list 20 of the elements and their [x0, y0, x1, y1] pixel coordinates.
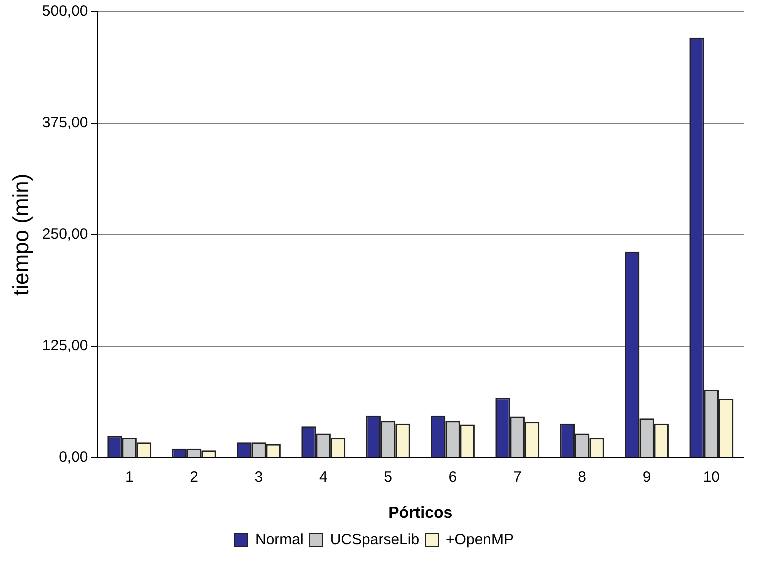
- x-tick-label: 3: [254, 468, 264, 486]
- legend-label: UCSparseLib: [330, 532, 420, 549]
- x-tick-label: 8: [578, 468, 586, 486]
- x-tick-label: 5: [384, 468, 392, 486]
- y-tick-label: 0,00: [59, 448, 88, 466]
- x-axis-title: Pórticos: [388, 504, 453, 522]
- legend-label: Normal: [256, 532, 304, 549]
- y-axis-title: tiempo (min): [8, 174, 34, 296]
- x-tick-label: 9: [642, 468, 652, 486]
- legend-label: +OpenMP: [446, 532, 514, 549]
- y-tick-label: 500,00: [42, 3, 88, 20]
- x-tick-label: 10: [703, 468, 720, 486]
- y-tick-label: 250,00: [42, 226, 88, 244]
- y-tick-label: 375,00: [42, 114, 88, 132]
- x-tick-label: 6: [448, 468, 458, 486]
- y-tick-label: 125,00: [42, 337, 88, 354]
- x-tick-label: 7: [513, 468, 522, 486]
- x-tick-label: 2: [190, 468, 198, 486]
- x-tick-label: 4: [319, 468, 328, 486]
- x-tick-label: 1: [125, 468, 134, 486]
